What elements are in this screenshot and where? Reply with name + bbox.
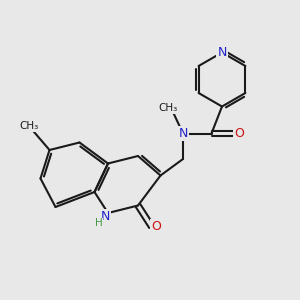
Text: N: N — [217, 46, 227, 59]
Text: CH₃: CH₃ — [158, 103, 178, 113]
Text: N: N — [100, 209, 110, 223]
Text: CH₃: CH₃ — [19, 121, 38, 131]
Text: N: N — [178, 127, 188, 140]
Text: O: O — [151, 220, 161, 233]
Text: H: H — [94, 218, 102, 229]
Text: O: O — [234, 127, 244, 140]
